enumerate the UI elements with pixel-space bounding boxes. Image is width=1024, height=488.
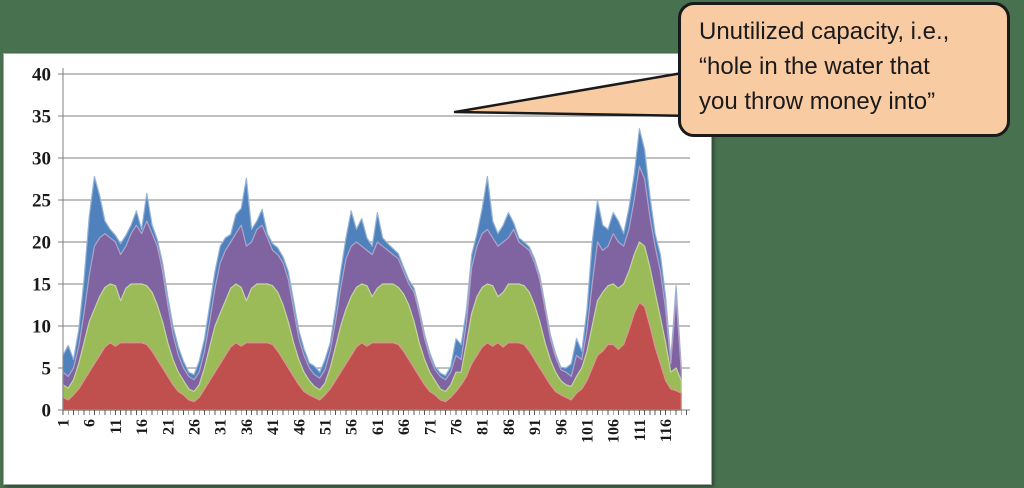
svg-text:11: 11 bbox=[108, 419, 125, 434]
svg-text:30: 30 bbox=[32, 149, 51, 170]
y-axis-labels: 0 5 10 15 20 25 30 35 40 bbox=[32, 65, 51, 422]
svg-text:35: 35 bbox=[32, 107, 51, 128]
svg-text:111: 111 bbox=[632, 419, 649, 441]
x-axis-labels: 1 6 11 16 21 26 31 36 41 46 51 56 61 66 71 76 81 86 91 96 10… bbox=[56, 419, 676, 443]
svg-text:25: 25 bbox=[32, 191, 51, 212]
callout-text-line-3: you throw money into” bbox=[699, 88, 936, 115]
svg-text:1: 1 bbox=[56, 419, 73, 427]
svg-text:66: 66 bbox=[396, 419, 413, 435]
svg-text:36: 36 bbox=[239, 419, 256, 435]
area-series bbox=[62, 128, 682, 411]
area-red-bottom-band bbox=[62, 301, 682, 411]
svg-text:71: 71 bbox=[422, 419, 439, 435]
chart-panel: 1 6 11 16 21 26 31 36 41 46 51 56 61 66 71 76 81 86 91 96 10… bbox=[3, 53, 712, 485]
svg-text:106: 106 bbox=[606, 419, 623, 443]
svg-text:116: 116 bbox=[658, 419, 675, 442]
svg-text:20: 20 bbox=[32, 233, 51, 254]
svg-text:76: 76 bbox=[449, 419, 466, 435]
axes bbox=[58, 68, 690, 411]
svg-text:96: 96 bbox=[553, 419, 570, 435]
callout-text-line-1: Unutilized capacity, i.e., bbox=[699, 18, 950, 45]
svg-text:5: 5 bbox=[42, 359, 52, 380]
svg-text:26: 26 bbox=[187, 419, 204, 435]
svg-text:46: 46 bbox=[291, 419, 308, 435]
svg-text:16: 16 bbox=[134, 419, 151, 435]
svg-text:61: 61 bbox=[370, 419, 387, 435]
x-minor-ticks bbox=[62, 410, 687, 415]
svg-text:15: 15 bbox=[32, 275, 51, 296]
callout-bubble: Unutilized capacity, i.e., “hole in the … bbox=[678, 2, 1010, 137]
svg-text:6: 6 bbox=[82, 419, 99, 427]
stacked-area-chart: 1 6 11 16 21 26 31 36 41 46 51 56 61 66 71 76 81 86 91 96 10… bbox=[32, 65, 690, 443]
svg-text:40: 40 bbox=[32, 65, 51, 86]
svg-text:101: 101 bbox=[580, 419, 597, 443]
callout-text-line-2: “hole in the water that bbox=[699, 53, 930, 80]
svg-text:86: 86 bbox=[501, 419, 518, 435]
svg-text:81: 81 bbox=[475, 419, 492, 435]
svg-text:0: 0 bbox=[42, 401, 52, 422]
svg-text:31: 31 bbox=[213, 419, 230, 435]
svg-text:21: 21 bbox=[160, 419, 177, 435]
svg-text:56: 56 bbox=[344, 419, 361, 435]
svg-text:51: 51 bbox=[318, 419, 335, 435]
svg-text:91: 91 bbox=[527, 419, 544, 435]
svg-text:41: 41 bbox=[265, 419, 282, 435]
svg-text:10: 10 bbox=[32, 317, 51, 338]
